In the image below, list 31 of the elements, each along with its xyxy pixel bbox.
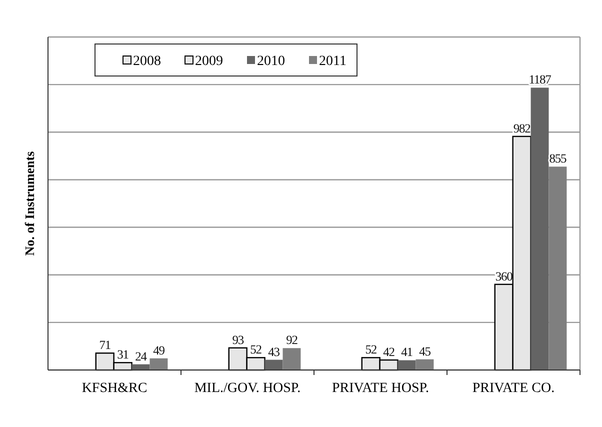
data-label: 52 (365, 342, 377, 357)
data-label: 42 (383, 345, 395, 360)
data-label: 93 (232, 332, 244, 347)
data-label: 49 (153, 343, 165, 358)
bar (548, 166, 567, 370)
legend-label: 2011 (319, 54, 346, 69)
legend-label: 2008 (133, 54, 161, 69)
bar (398, 360, 416, 370)
data-label: 52 (250, 342, 262, 357)
data-label: 1187 (528, 72, 552, 87)
data-label: 31 (117, 348, 129, 362)
x-tick-label: KFSH&RC (82, 381, 148, 396)
y-axis-title: No. of Instruments (22, 151, 37, 256)
data-label: 41 (401, 345, 413, 360)
x-tick-label: MIL./GOV. HOSP. (194, 381, 301, 396)
bar (282, 348, 301, 370)
data-label: 43 (268, 344, 280, 359)
bar (264, 360, 283, 370)
x-tick-label: PRIVATE HOSP. (332, 381, 429, 396)
bar (416, 359, 434, 370)
bar (530, 88, 549, 370)
bar (150, 358, 168, 370)
data-label: 855 (549, 152, 567, 166)
data-label: 71 (99, 338, 111, 352)
data-label: 24 (135, 349, 148, 364)
data-label: 92 (286, 333, 298, 348)
data-label: 982 (513, 121, 531, 136)
data-label: 45 (419, 344, 431, 358)
legend-label: 2009 (195, 54, 223, 69)
x-tick-label: PRIVATE CO. (472, 381, 555, 396)
legend-label: 2010 (257, 54, 285, 69)
